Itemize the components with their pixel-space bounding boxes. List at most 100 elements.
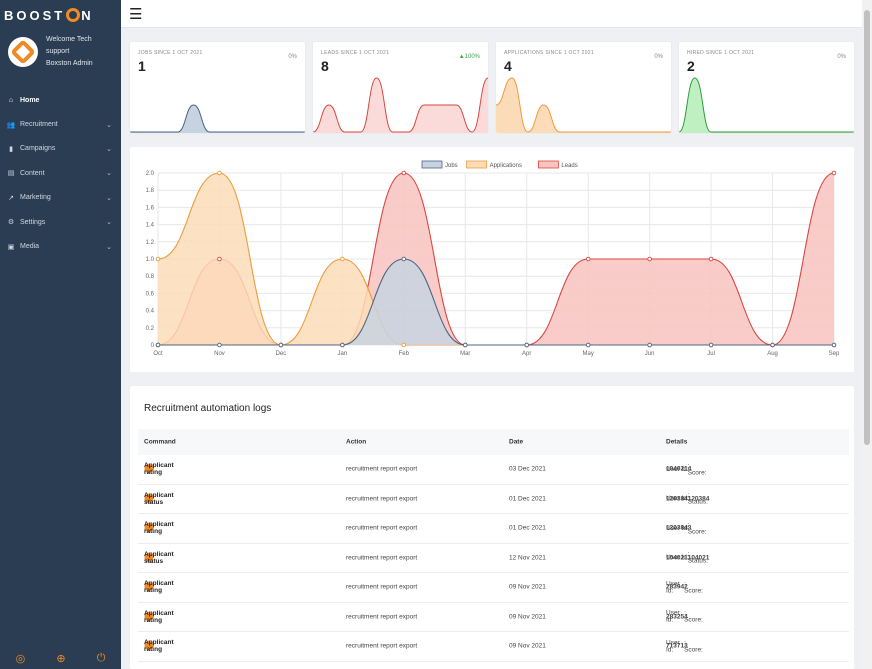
kpi-label: JOBS SINCE 1 OCT 2021 [138, 50, 203, 56]
sidebar-item-campaigns[interactable]: ▮ Campaigns ⌄ [0, 137, 121, 161]
table-row[interactable]: ⬢ Applicant rating recruitment report expo… [138, 632, 849, 662]
details-label: User Id: [666, 639, 680, 654]
column-header-date[interactable]: Date [509, 438, 524, 446]
date-cell: 01 Dec 2021 [509, 524, 546, 532]
details-label: User Id: [666, 495, 689, 503]
sidebar-item-recruitment[interactable]: 👥 Recruitment ⌄ [0, 112, 121, 136]
kpi-label: APPLICATIONS SINCE 1 OCT 2021 [504, 50, 594, 56]
kpi-sparkline [496, 77, 671, 133]
details-label: User Id: [666, 580, 680, 595]
command-text: Applicant rating [144, 521, 174, 536]
x-tick-label: Dec [276, 351, 287, 357]
power-icon[interactable]: ⏻ [96, 652, 106, 664]
data-point-jobs [463, 342, 468, 348]
column-header-command[interactable]: Command [144, 438, 176, 446]
sidebar-item-label: Content [20, 169, 45, 177]
globe-icon[interactable]: ⊕ [56, 653, 66, 665]
logs-card: Recruitment automation logs Command Acti… [130, 386, 854, 669]
date-cell: 09 Nov 2021 [509, 642, 546, 650]
y-tick-label: 1.0 [146, 257, 155, 263]
details-cell: User Id: 71371; Score: 3 [666, 639, 703, 653]
details-label: ; Score: [684, 639, 703, 654]
legend-swatch-jobs [421, 160, 443, 169]
hexagon-icon: ⬢ [144, 522, 154, 535]
details-user-id: 71371 [666, 642, 685, 650]
action-cell: recruitment report export [346, 554, 418, 562]
details-cell: User Id: 104021; Score: 4 [666, 462, 707, 476]
sparkline-line [313, 77, 488, 133]
user-circle-icon[interactable]: ◎ [15, 653, 26, 665]
hexagon-icon: ⬢ [144, 463, 154, 476]
data-point-leads [647, 256, 652, 262]
kpi-value: 4 [504, 58, 512, 74]
date-cell: 03 Dec 2021 [509, 465, 546, 473]
sidebar-item-label: Media [20, 243, 40, 251]
hexagon-icon: ⬢ [144, 551, 154, 564]
home-icon: ⌂ [8, 96, 14, 104]
chart-icon: ↗ [8, 194, 14, 202]
avatar[interactable] [8, 37, 38, 67]
table-row[interactable]: ⬢ Applicant status recruitment report expo… [138, 485, 849, 514]
logs-table-body: ⬢ Applicant rating recruitment report expo… [138, 455, 849, 662]
data-point-jobs [831, 342, 837, 348]
action-cell: recruitment report export [346, 583, 418, 591]
chevron-down-icon: ⌄ [106, 145, 112, 153]
photo-icon: ▣ [7, 243, 15, 251]
column-header-action[interactable]: Action [346, 438, 367, 446]
details-label: ; Status: [687, 550, 708, 565]
sidebar-item-media[interactable]: ▣ Media ⌄ [0, 234, 121, 258]
table-row[interactable]: ⬢ Applicant rating recruitment report expo… [138, 455, 849, 485]
brand-logo[interactable]: BOOST N [0, 0, 121, 30]
logo-icon [10, 39, 36, 65]
data-point-leads [585, 256, 591, 262]
details-user-id: 104021 [666, 465, 688, 473]
sidebar-item-content[interactable]: ▤ Content ⌄ [0, 161, 121, 185]
sidebar-item-label: Marketing [20, 194, 51, 202]
sidebar-item-label: Campaigns [20, 145, 56, 153]
table-row[interactable]: ⬢ Applicant rating recruitment report expo… [138, 573, 849, 603]
data-point-jobs [647, 342, 652, 348]
sparkline-line [496, 77, 671, 133]
data-point-jobs [770, 342, 775, 348]
sparkline-line [679, 77, 854, 133]
page-scrollbar[interactable] [862, 0, 872, 669]
data-point-jobs [585, 342, 591, 348]
hexagon-icon: ⬢ [144, 610, 154, 623]
table-row[interactable]: ⬢ Applicant status recruitment report expo… [138, 544, 849, 573]
x-tick-label: Jul [707, 351, 715, 357]
action-cell: recruitment report export [346, 613, 418, 621]
table-row[interactable]: ⬢ Applicant rating recruitment report expo… [138, 603, 849, 632]
y-tick-label: 0.2 [146, 326, 155, 332]
x-tick-label: Oct [153, 351, 163, 357]
y-tick-label: 1.4 [146, 223, 155, 229]
legend-swatch-applications [466, 160, 488, 169]
x-tick-label: Apr [522, 351, 531, 357]
legend-label-applications: Applications [490, 163, 522, 169]
details-value: 2 [684, 583, 688, 591]
legend-label-jobs: Jobs [445, 163, 458, 169]
sidebar-item-home[interactable]: ⌂ Home [0, 88, 121, 112]
details-label: ; Score: [684, 609, 703, 624]
details-cell: User Id: 28325; Score: 4 [666, 610, 703, 624]
sidebar-item-settings[interactable]: ⚙ Settings ⌄ [0, 210, 121, 234]
chevron-down-icon: ⌄ [106, 243, 112, 251]
command-text: Applicant rating [144, 462, 174, 477]
kpi-card-1: JOBS SINCE 1 OCT 2021 1 0% [130, 42, 305, 133]
menu-toggle-icon[interactable]: ☰ [129, 6, 143, 23]
column-header-details[interactable]: Details [666, 438, 688, 446]
y-tick-label: 0.8 [146, 274, 155, 280]
file-icon: ▤ [7, 170, 15, 178]
gears-icon: ⚙ [7, 219, 15, 227]
scrollbar-thumb[interactable] [864, 10, 870, 445]
data-point-leads [401, 170, 407, 176]
sidebar: BOOST N Welcome Tech support Boxston Admi… [0, 0, 121, 669]
sidebar-item-marketing[interactable]: ↗ Marketing ⌄ [0, 186, 121, 210]
details-user-id: 28325 [666, 613, 685, 621]
table-row[interactable]: ⬢ Applicant rating recruitment report expo… [138, 514, 849, 544]
action-cell: recruitment report export [346, 642, 418, 650]
kpi-sparkline [679, 77, 854, 133]
kpi-change: 0% [654, 54, 663, 60]
kpi-change: 0% [837, 54, 846, 60]
command-text: Applicant rating [144, 580, 174, 595]
details-cell: User Id: 120384; Score: 3 [666, 521, 707, 535]
